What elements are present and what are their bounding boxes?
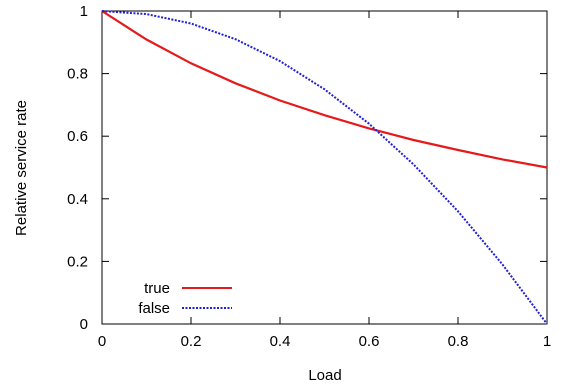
y-tick-label: 0.2: [67, 253, 88, 270]
y-tick-label: 0.8: [67, 66, 88, 83]
x-tick-label: 1: [543, 333, 551, 350]
y-axis-label: Relative service rate: [13, 100, 30, 236]
x-tick-label: 0.2: [181, 333, 202, 350]
x-tick-label: 0.4: [270, 333, 291, 350]
series-lines: [101, 10, 548, 325]
x-axis-label: Load: [308, 367, 341, 384]
legend-label-true: true: [144, 280, 170, 297]
plot-frame: [101, 10, 548, 325]
y-tick-label: 1: [80, 3, 88, 20]
x-tick-label: 0.6: [359, 333, 380, 350]
y-tick-label: 0: [80, 316, 88, 333]
plot-border: [101, 10, 548, 325]
x-tick-label: 0.8: [448, 333, 469, 350]
series-line-true: [101, 10, 548, 169]
y-tick-label: 0.6: [67, 128, 88, 145]
x-tick-label: 0: [98, 333, 106, 350]
series-line-false: [101, 10, 548, 325]
legend: true false: [138, 280, 232, 317]
y-tick-label: 0.4: [67, 191, 88, 208]
axis-ticks: 0 0.2 0.4 0.6 0.8 1 0 0.2 0.4 0.6 0.8 1: [67, 3, 551, 350]
legend-label-false: false: [138, 300, 170, 317]
